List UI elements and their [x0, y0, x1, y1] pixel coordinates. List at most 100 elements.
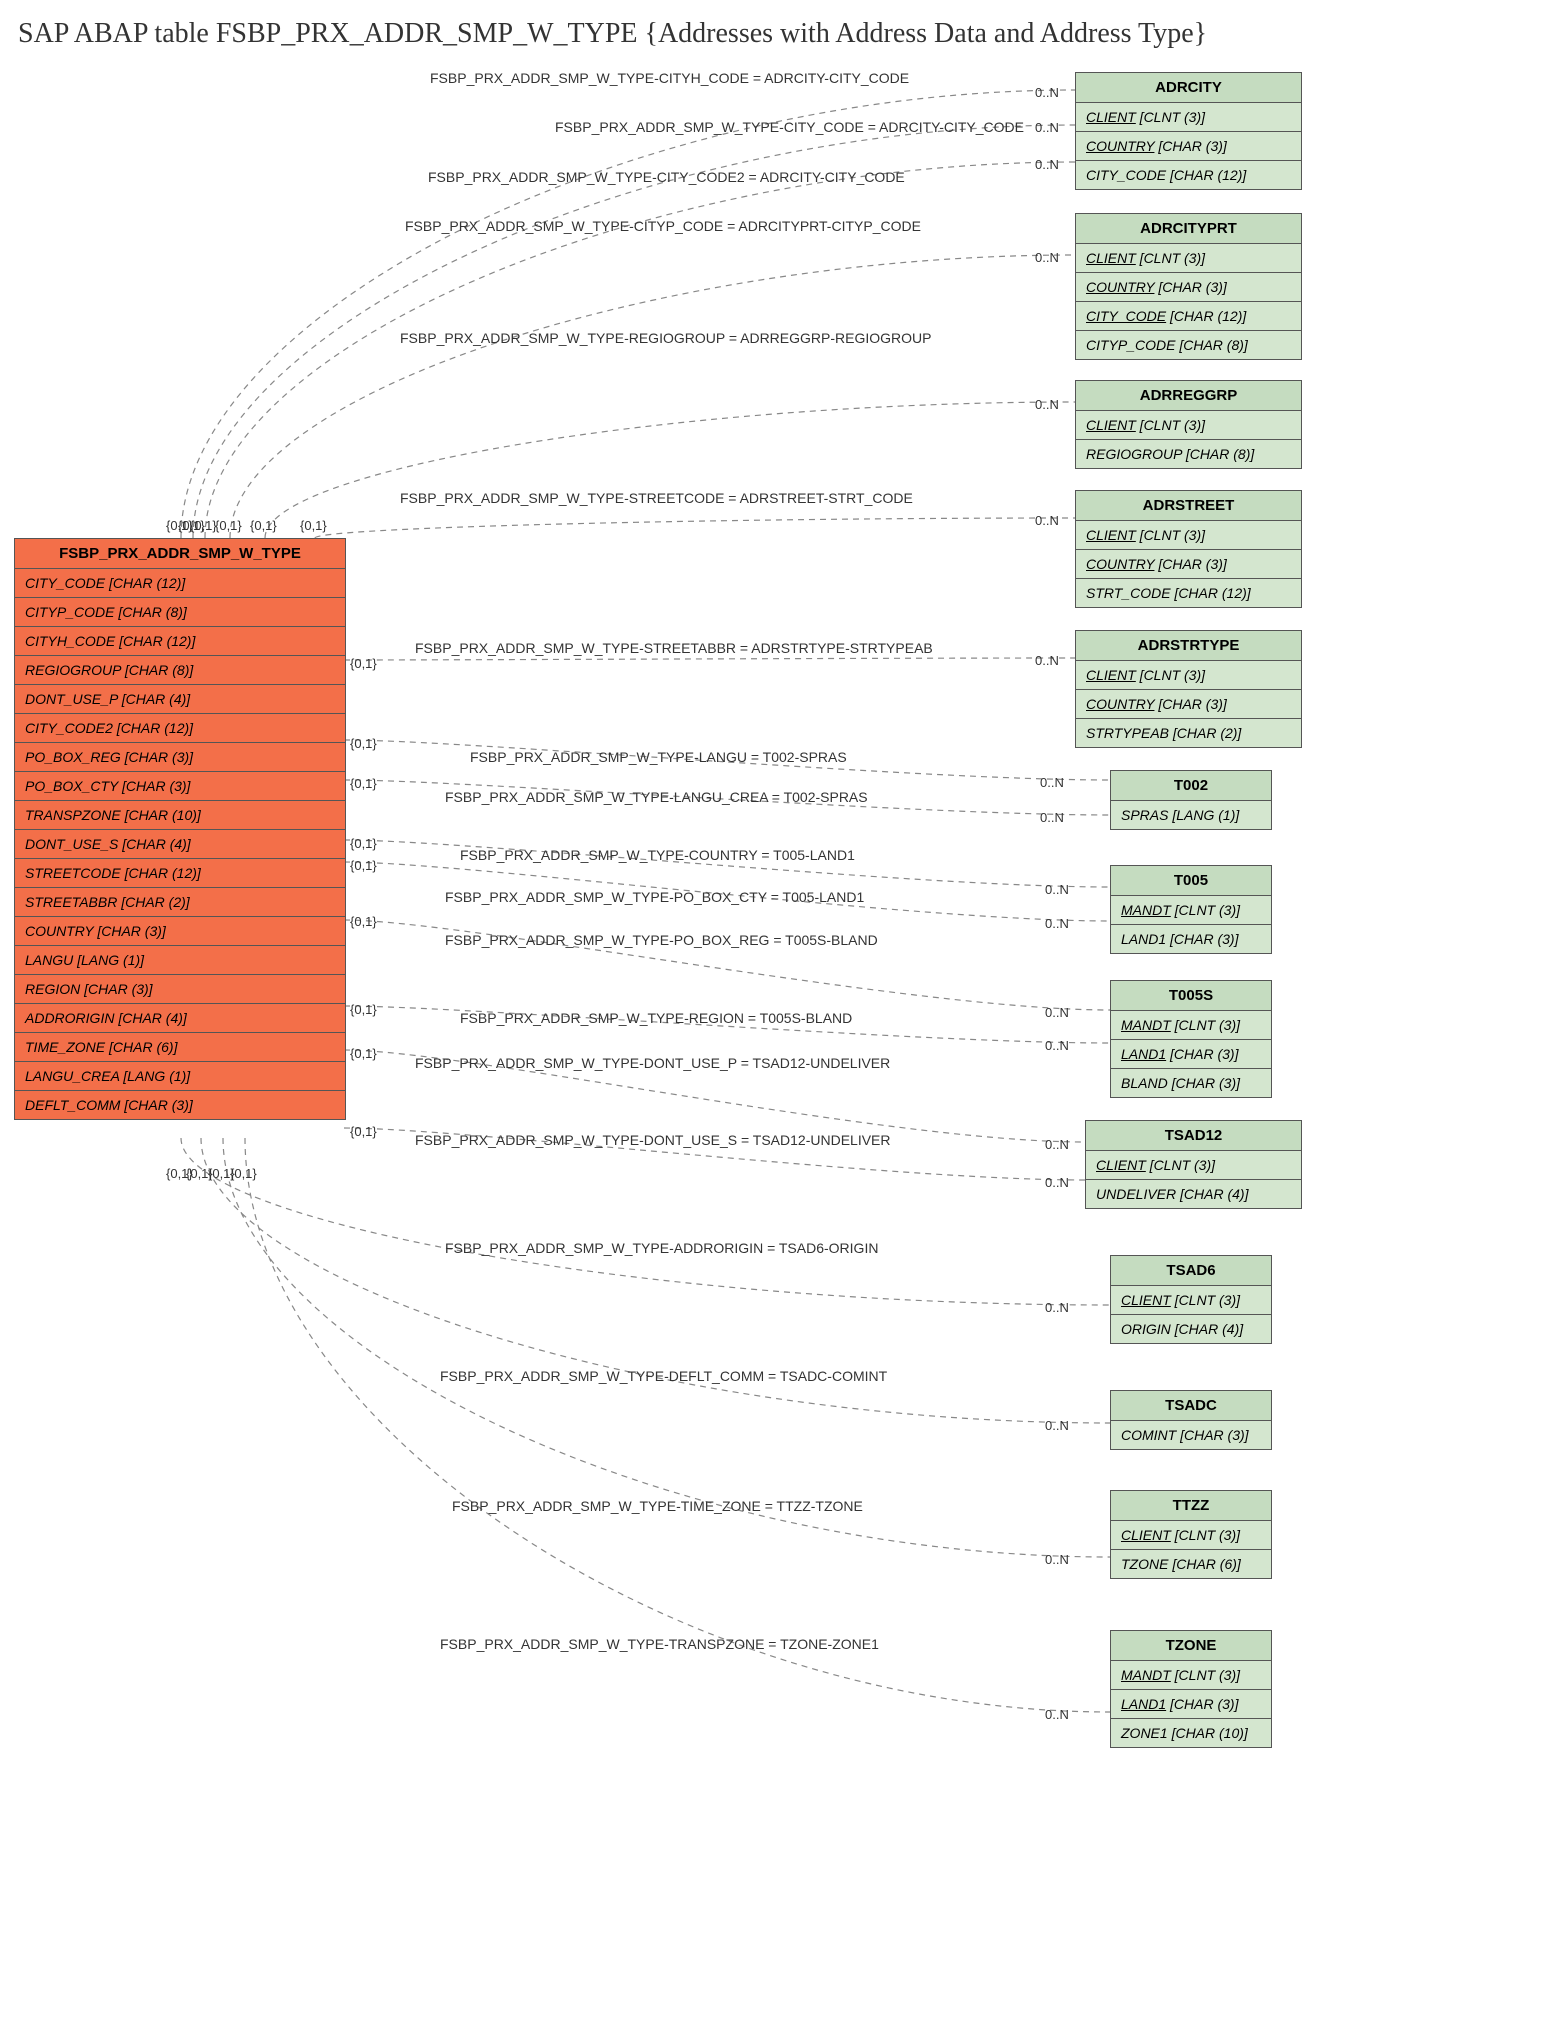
entity-header: TZONE: [1111, 1631, 1271, 1661]
entity-header: TSAD6: [1111, 1256, 1271, 1286]
entity-field: REGIOGROUP [CHAR (8)]: [15, 656, 345, 685]
cardinality-left: {0,1}: [190, 518, 217, 533]
entity-field: CLIENT [CLNT (3)]: [1076, 244, 1301, 273]
page-title: SAP ABAP table FSBP_PRX_ADDR_SMP_W_TYPE …: [18, 18, 1207, 50]
entity-header: TSAD12: [1086, 1121, 1301, 1151]
entity-field: CLIENT [CLNT (3)]: [1076, 661, 1301, 690]
relation-label: FSBP_PRX_ADDR_SMP_W_TYPE-ADDRORIGIN = TS…: [445, 1240, 878, 1256]
entity-field: CITY_CODE [CHAR (12)]: [15, 569, 345, 598]
relation-label: FSBP_PRX_ADDR_SMP_W_TYPE-REGION = T005S-…: [460, 1010, 852, 1026]
cardinality-left: {0,1}: [350, 836, 377, 851]
cardinality-left: {0,1}: [350, 1124, 377, 1139]
entity-field: LAND1 [CHAR (3)]: [1111, 925, 1271, 953]
entity-header: T002: [1111, 771, 1271, 801]
entity-field: LANGU [LANG (1)]: [15, 946, 345, 975]
relation-label: FSBP_PRX_ADDR_SMP_W_TYPE-STREETABBR = AD…: [415, 640, 933, 656]
entity-field: CITY_CODE [CHAR (12)]: [1076, 302, 1301, 331]
entity-field: LAND1 [CHAR (3)]: [1111, 1690, 1271, 1719]
relation-label: FSBP_PRX_ADDR_SMP_W_TYPE-REGIOGROUP = AD…: [400, 330, 931, 346]
cardinality-right: 0..N: [1045, 1552, 1069, 1567]
entity-field: COUNTRY [CHAR (3)]: [1076, 132, 1301, 161]
entity-field: UNDELIVER [CHAR (4)]: [1086, 1180, 1301, 1208]
cardinality-left: {0,1}: [250, 518, 277, 533]
cardinality-left: {0,1}: [300, 518, 327, 533]
entity-field: STRTYPEAB [CHAR (2)]: [1076, 719, 1301, 747]
cardinality-left: {0,1}: [350, 914, 377, 929]
entity-field: REGIOGROUP [CHAR (8)]: [1076, 440, 1301, 468]
entity-field: CLIENT [CLNT (3)]: [1086, 1151, 1301, 1180]
relation-label: FSBP_PRX_ADDR_SMP_W_TYPE-CITYH_CODE = AD…: [430, 70, 909, 86]
relation-label: FSBP_PRX_ADDR_SMP_W_TYPE-STREETCODE = AD…: [400, 490, 913, 506]
ref-entity-tsad6: TSAD6CLIENT [CLNT (3)]ORIGIN [CHAR (4)]: [1110, 1255, 1272, 1344]
entity-field: CLIENT [CLNT (3)]: [1076, 411, 1301, 440]
ref-entity-adrstreet: ADRSTREETCLIENT [CLNT (3)]COUNTRY [CHAR …: [1075, 490, 1302, 608]
entity-field: COUNTRY [CHAR (3)]: [1076, 550, 1301, 579]
cardinality-right: 0..N: [1045, 916, 1069, 931]
cardinality-right: 0..N: [1035, 85, 1059, 100]
entity-field: STREETCODE [CHAR (12)]: [15, 859, 345, 888]
entity-field: STREETABBR [CHAR (2)]: [15, 888, 345, 917]
entity-field: ADDRORIGIN [CHAR (4)]: [15, 1004, 345, 1033]
entity-field: CLIENT [CLNT (3)]: [1111, 1521, 1271, 1550]
entity-field: LAND1 [CHAR (3)]: [1111, 1040, 1271, 1069]
entity-field: SPRAS [LANG (1)]: [1111, 801, 1271, 829]
entity-header: T005: [1111, 866, 1271, 896]
entity-field: STRT_CODE [CHAR (12)]: [1076, 579, 1301, 607]
entity-field: MANDT [CLNT (3)]: [1111, 1661, 1271, 1690]
cardinality-right: 0..N: [1040, 775, 1064, 790]
entity-field: CLIENT [CLNT (3)]: [1076, 103, 1301, 132]
ref-entity-ttzz: TTZZCLIENT [CLNT (3)]TZONE [CHAR (6)]: [1110, 1490, 1272, 1579]
cardinality-left: {0,1}: [350, 776, 377, 791]
cardinality-right: 0..N: [1035, 250, 1059, 265]
cardinality-right: 0..N: [1045, 1137, 1069, 1152]
ref-entity-tsadc: TSADCCOMINT [CHAR (3)]: [1110, 1390, 1272, 1450]
relation-label: FSBP_PRX_ADDR_SMP_W_TYPE-CITY_CODE2 = AD…: [428, 169, 905, 185]
ref-entity-t002: T002SPRAS [LANG (1)]: [1110, 770, 1272, 830]
entity-field: CLIENT [CLNT (3)]: [1076, 521, 1301, 550]
entity-field: ZONE1 [CHAR (10)]: [1111, 1719, 1271, 1747]
relation-label: FSBP_PRX_ADDR_SMP_W_TYPE-DONT_USE_P = TS…: [415, 1055, 890, 1071]
entity-header: TTZZ: [1111, 1491, 1271, 1521]
entity-header: ADRCITYPRT: [1076, 214, 1301, 244]
entity-header: FSBP_PRX_ADDR_SMP_W_TYPE: [15, 539, 345, 569]
cardinality-right: 0..N: [1035, 397, 1059, 412]
cardinality-right: 0..N: [1035, 513, 1059, 528]
cardinality-left: {0,1}: [350, 656, 377, 671]
ref-entity-adrreggrp: ADRREGGRPCLIENT [CLNT (3)]REGIOGROUP [CH…: [1075, 380, 1302, 469]
main-entity: FSBP_PRX_ADDR_SMP_W_TYPECITY_CODE [CHAR …: [14, 538, 346, 1120]
cardinality-right: 0..N: [1035, 157, 1059, 172]
relation-label: FSBP_PRX_ADDR_SMP_W_TYPE-DEFLT_COMM = TS…: [440, 1368, 887, 1384]
entity-field: CITY_CODE [CHAR (12)]: [1076, 161, 1301, 189]
entity-field: PO_BOX_REG [CHAR (3)]: [15, 743, 345, 772]
relation-label: FSBP_PRX_ADDR_SMP_W_TYPE-DONT_USE_S = TS…: [415, 1132, 891, 1148]
ref-entity-t005s: T005SMANDT [CLNT (3)]LAND1 [CHAR (3)]BLA…: [1110, 980, 1272, 1098]
entity-field: MANDT [CLNT (3)]: [1111, 1011, 1271, 1040]
entity-header: ADRREGGRP: [1076, 381, 1301, 411]
ref-entity-adrstrtype: ADRSTRTYPECLIENT [CLNT (3)]COUNTRY [CHAR…: [1075, 630, 1302, 748]
entity-field: REGION [CHAR (3)]: [15, 975, 345, 1004]
entity-field: DONT_USE_S [CHAR (4)]: [15, 830, 345, 859]
entity-header: T005S: [1111, 981, 1271, 1011]
entity-field: MANDT [CLNT (3)]: [1111, 896, 1271, 925]
cardinality-right: 0..N: [1045, 1300, 1069, 1315]
entity-field: BLAND [CHAR (3)]: [1111, 1069, 1271, 1097]
entity-field: COUNTRY [CHAR (3)]: [15, 917, 345, 946]
cardinality-right: 0..N: [1045, 882, 1069, 897]
entity-field: COUNTRY [CHAR (3)]: [1076, 690, 1301, 719]
ref-entity-tsad12: TSAD12CLIENT [CLNT (3)]UNDELIVER [CHAR (…: [1085, 1120, 1302, 1209]
relation-label: FSBP_PRX_ADDR_SMP_W_TYPE-CITY_CODE = ADR…: [555, 119, 1024, 135]
entity-field: TRANSPZONE [CHAR (10)]: [15, 801, 345, 830]
cardinality-right: 0..N: [1045, 1005, 1069, 1020]
relation-label: FSBP_PRX_ADDR_SMP_W_TYPE-LANGU = T002-SP…: [470, 749, 847, 765]
cardinality-left: {0,1}: [215, 518, 242, 533]
entity-field: CLIENT [CLNT (3)]: [1111, 1286, 1271, 1315]
cardinality-right: 0..N: [1040, 810, 1064, 825]
entity-field: LANGU_CREA [LANG (1)]: [15, 1062, 345, 1091]
cardinality-right: 0..N: [1045, 1707, 1069, 1722]
entity-field: CITYP_CODE [CHAR (8)]: [15, 598, 345, 627]
cardinality-left: {0,1}: [350, 736, 377, 751]
ref-entity-t005: T005MANDT [CLNT (3)]LAND1 [CHAR (3)]: [1110, 865, 1272, 954]
cardinality-right: 0..N: [1045, 1418, 1069, 1433]
relation-label: FSBP_PRX_ADDR_SMP_W_TYPE-PO_BOX_REG = T0…: [445, 932, 878, 948]
relation-label: FSBP_PRX_ADDR_SMP_W_TYPE-PO_BOX_CTY = T0…: [445, 889, 864, 905]
